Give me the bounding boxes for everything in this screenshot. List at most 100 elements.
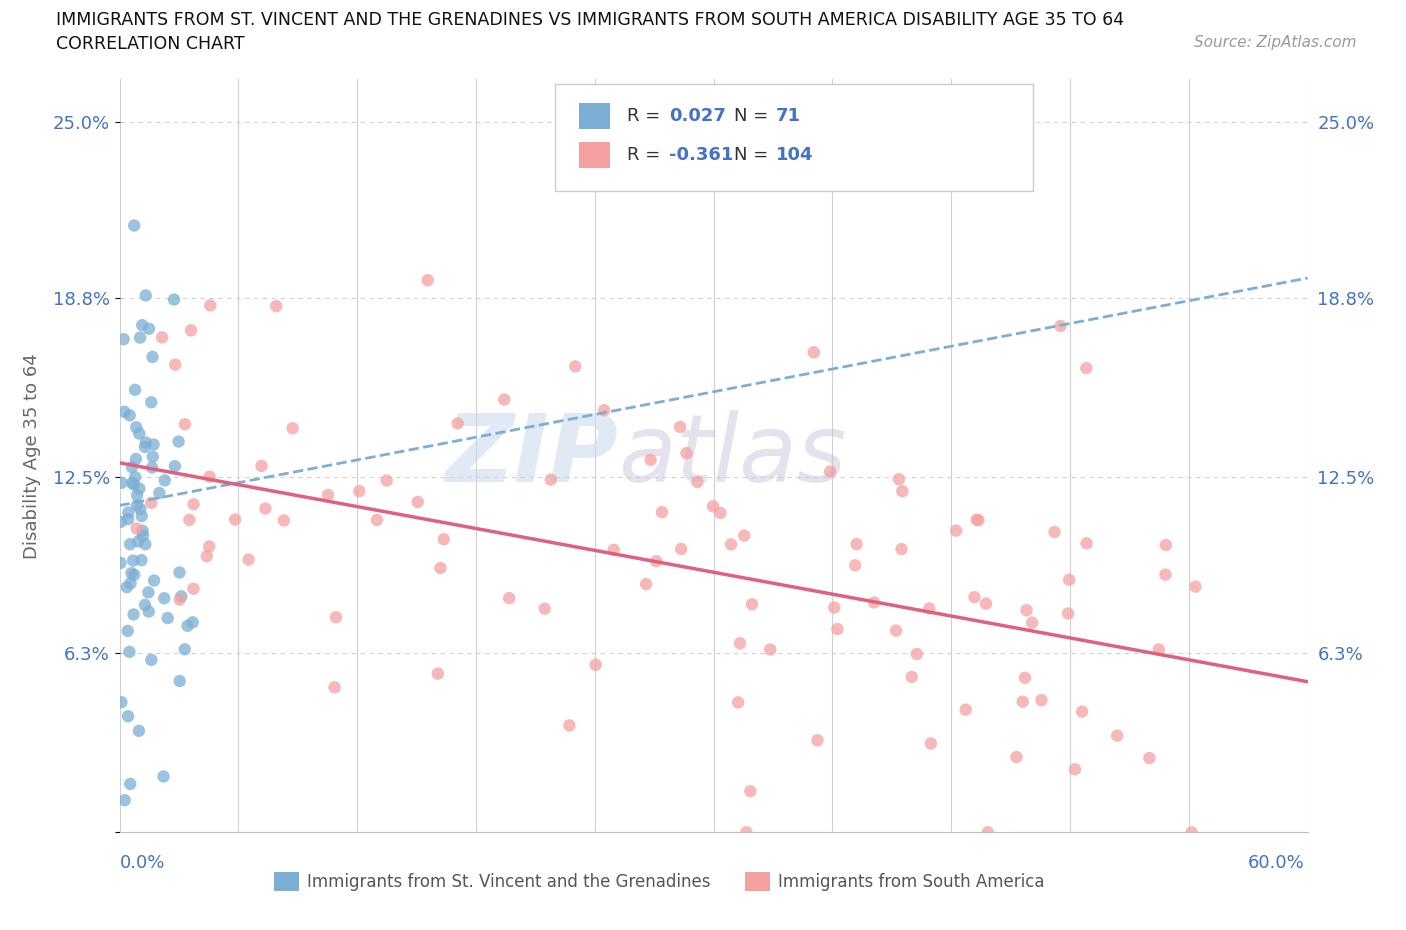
Point bbox=[720, 537, 742, 551]
Point bbox=[128, 724, 150, 738]
Point bbox=[238, 552, 260, 567]
Point bbox=[884, 623, 907, 638]
Point bbox=[134, 597, 156, 612]
Point bbox=[1031, 693, 1053, 708]
Point bbox=[131, 509, 153, 524]
Point bbox=[728, 636, 751, 651]
Point bbox=[117, 505, 139, 520]
Point bbox=[117, 623, 139, 638]
Text: 0.0%: 0.0% bbox=[120, 854, 165, 872]
Point bbox=[1064, 762, 1087, 777]
Point bbox=[127, 534, 149, 549]
Point bbox=[1057, 572, 1080, 587]
Point bbox=[1057, 606, 1080, 621]
Text: ZIP: ZIP bbox=[446, 410, 619, 501]
Point bbox=[110, 695, 132, 710]
Point bbox=[564, 359, 586, 374]
Text: atlas: atlas bbox=[619, 410, 846, 501]
Point bbox=[169, 592, 191, 607]
Text: 71: 71 bbox=[776, 107, 801, 126]
Text: 60.0%: 60.0% bbox=[1249, 854, 1305, 872]
Point bbox=[114, 792, 136, 807]
Point bbox=[669, 541, 692, 556]
Point bbox=[890, 541, 912, 556]
Point bbox=[129, 501, 152, 516]
Point bbox=[143, 573, 166, 588]
Point bbox=[198, 470, 221, 485]
Point bbox=[887, 472, 910, 486]
Point bbox=[200, 298, 222, 312]
Point bbox=[636, 577, 658, 591]
Point bbox=[120, 777, 142, 791]
Point bbox=[974, 596, 997, 611]
Point bbox=[183, 497, 205, 512]
Point bbox=[1147, 642, 1170, 657]
Point bbox=[281, 420, 304, 435]
Point bbox=[585, 658, 607, 672]
Point bbox=[169, 673, 191, 688]
Point bbox=[180, 323, 202, 338]
Point bbox=[150, 330, 173, 345]
Point bbox=[1154, 567, 1177, 582]
Point bbox=[1014, 671, 1036, 685]
Point bbox=[142, 449, 165, 464]
Point bbox=[498, 591, 520, 605]
Point bbox=[115, 579, 138, 594]
Point bbox=[1076, 536, 1098, 551]
Point bbox=[111, 475, 134, 490]
Point bbox=[120, 576, 142, 591]
Point bbox=[131, 552, 153, 567]
Point bbox=[823, 600, 845, 615]
Text: IMMIGRANTS FROM ST. VINCENT AND THE GRENADINES VS IMMIGRANTS FROM SOUTH AMERICA : IMMIGRANTS FROM ST. VINCENT AND THE GREN… bbox=[56, 11, 1125, 29]
Point bbox=[128, 426, 150, 441]
Point bbox=[250, 458, 273, 473]
Point bbox=[141, 460, 163, 475]
Point bbox=[675, 445, 697, 460]
Text: Immigrants from South America: Immigrants from South America bbox=[778, 872, 1045, 891]
Point bbox=[121, 459, 143, 474]
Point bbox=[963, 590, 986, 604]
Point bbox=[366, 512, 388, 527]
Point bbox=[540, 472, 562, 487]
Text: Immigrants from St. Vincent and the Grenadines: Immigrants from St. Vincent and the Gren… bbox=[307, 872, 710, 891]
Point bbox=[118, 408, 141, 423]
Point bbox=[1154, 538, 1177, 552]
Point bbox=[121, 565, 143, 580]
Point bbox=[125, 521, 148, 536]
Point bbox=[1015, 603, 1038, 618]
Point bbox=[375, 473, 398, 488]
Point bbox=[125, 452, 148, 467]
Point bbox=[533, 601, 555, 616]
Point bbox=[429, 561, 451, 576]
Point bbox=[183, 581, 205, 596]
Point bbox=[174, 417, 197, 432]
Point bbox=[141, 496, 163, 511]
Text: N =: N = bbox=[734, 146, 773, 165]
Point bbox=[741, 597, 763, 612]
Point bbox=[1021, 616, 1043, 631]
Point bbox=[156, 611, 179, 626]
Point bbox=[918, 601, 941, 616]
Point bbox=[129, 330, 152, 345]
Point bbox=[134, 440, 156, 455]
Point bbox=[955, 702, 977, 717]
Point bbox=[863, 595, 886, 610]
Point bbox=[593, 403, 616, 418]
Point bbox=[138, 585, 160, 600]
Point bbox=[148, 485, 170, 500]
Point bbox=[1139, 751, 1161, 765]
Point bbox=[651, 505, 673, 520]
Point bbox=[806, 733, 828, 748]
Point bbox=[121, 475, 143, 490]
Point bbox=[844, 558, 866, 573]
Point bbox=[112, 332, 135, 347]
Point bbox=[138, 321, 160, 336]
Y-axis label: Disability Age 35 to 64: Disability Age 35 to 64 bbox=[24, 352, 41, 559]
Point bbox=[447, 416, 470, 431]
Point bbox=[740, 784, 762, 799]
Text: N =: N = bbox=[734, 107, 773, 126]
Point bbox=[114, 405, 136, 419]
Point bbox=[110, 514, 132, 529]
Point bbox=[406, 495, 429, 510]
Point bbox=[163, 458, 186, 473]
